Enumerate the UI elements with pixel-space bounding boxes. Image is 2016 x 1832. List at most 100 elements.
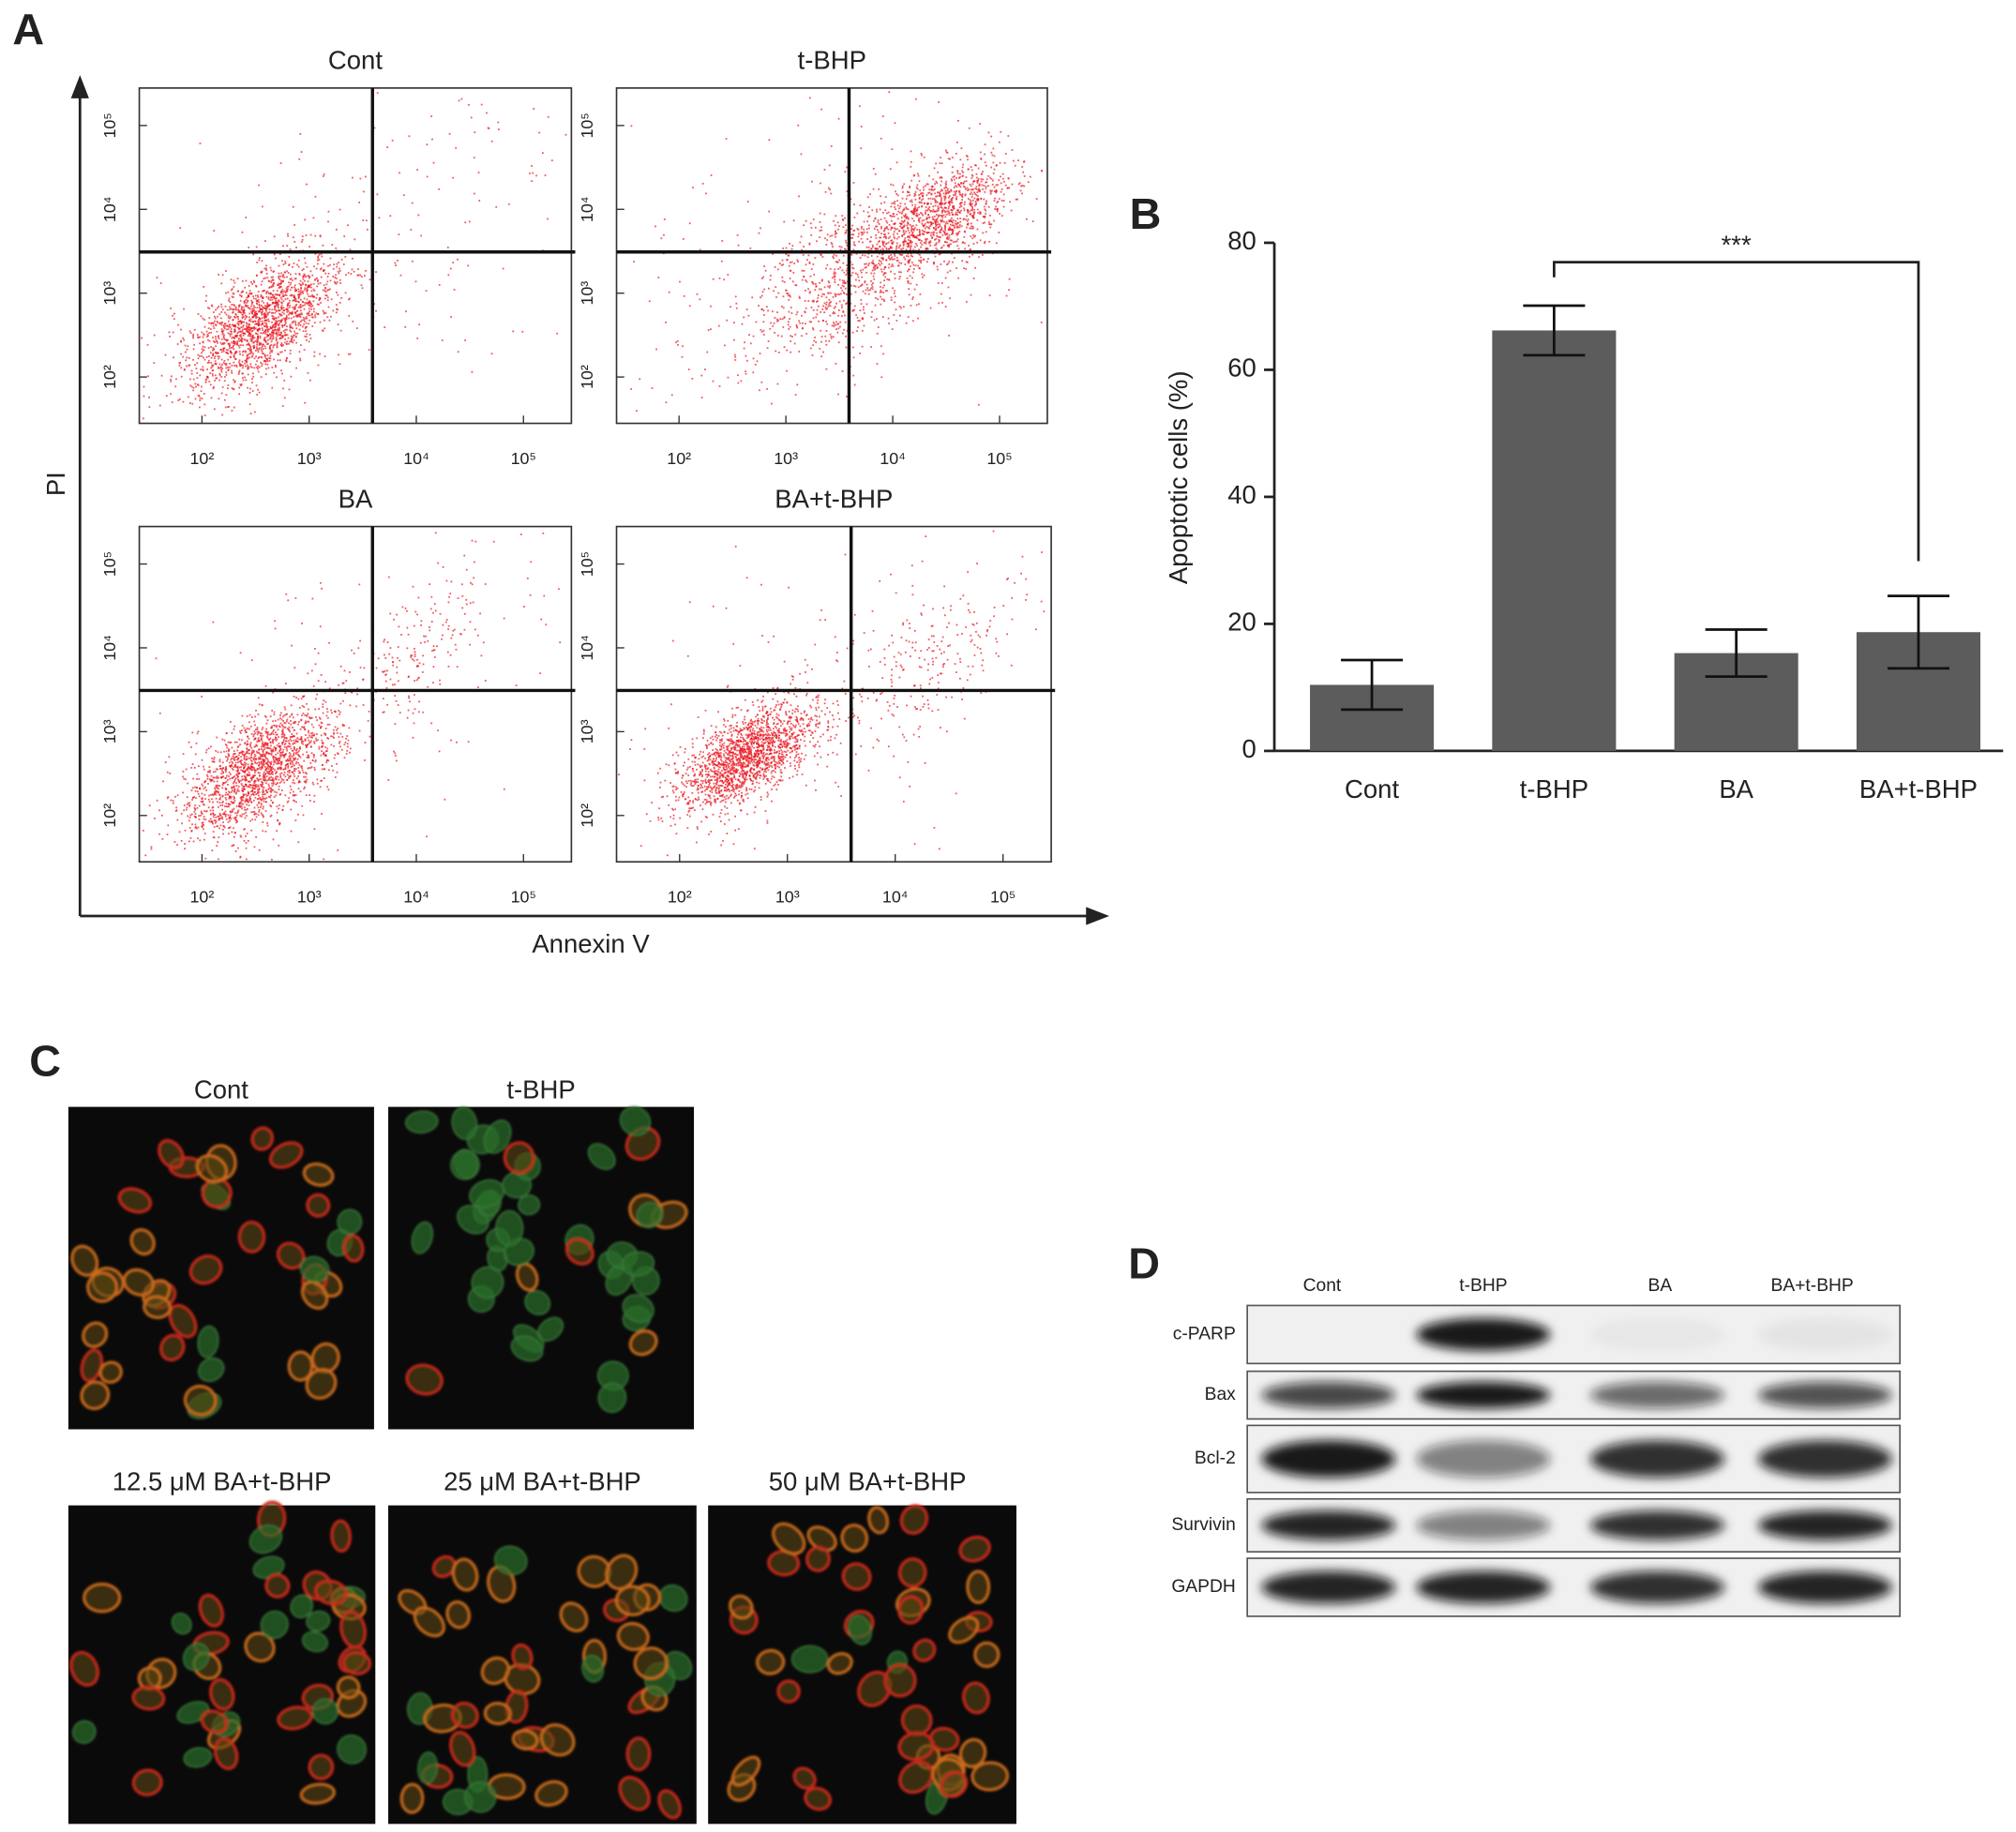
event-dot [956, 222, 958, 225]
event-dot [195, 368, 198, 369]
event-dot [257, 338, 259, 339]
event-dot [225, 750, 228, 753]
event-dot [312, 684, 315, 687]
event-dot [330, 298, 333, 301]
event-dot [974, 188, 977, 190]
event-dot [938, 253, 940, 256]
event-dot [289, 273, 292, 276]
event-dot [965, 188, 967, 190]
event-dot [734, 295, 737, 298]
event-dot [267, 752, 270, 755]
event-dot [781, 305, 783, 308]
event-dot [405, 310, 407, 313]
event-dot [246, 715, 248, 717]
event-dot [307, 280, 309, 283]
event-dot [895, 161, 898, 164]
event-dot [213, 814, 216, 817]
event-dot [241, 377, 244, 379]
event-dot [241, 316, 244, 319]
event-dot [804, 310, 806, 313]
event-dot [910, 252, 912, 255]
event-dot [222, 833, 224, 835]
event-dot [221, 322, 223, 323]
event-dot [820, 355, 823, 358]
event-dot [833, 323, 835, 325]
event-dot [930, 188, 933, 191]
event-dot [800, 153, 803, 156]
event-dot [217, 841, 219, 844]
event-dot [943, 187, 946, 189]
event-dot [231, 831, 233, 833]
event-dot [271, 349, 274, 352]
event-dot [346, 745, 349, 748]
event-dot [243, 839, 246, 842]
event-dot [273, 711, 276, 713]
event-dot [307, 312, 309, 315]
event-dot [934, 220, 936, 223]
event-dot [745, 372, 747, 375]
event-dot [229, 811, 232, 814]
event-dot [261, 327, 263, 329]
event-dot [845, 335, 847, 338]
event-dot [198, 395, 201, 398]
event-dot [358, 729, 361, 732]
event-dot [293, 284, 296, 287]
event-dot [959, 218, 962, 219]
event-dot [203, 810, 205, 812]
event-dot [339, 282, 341, 284]
event-dot [212, 809, 215, 812]
event-dot [822, 305, 824, 308]
event-dot [248, 335, 251, 338]
event-dot [272, 290, 275, 292]
event-dot [238, 335, 241, 337]
event-dot [881, 257, 884, 259]
event-dot [233, 279, 235, 282]
event-dot [776, 311, 778, 314]
event-dot [768, 287, 770, 290]
event-dot [290, 335, 293, 338]
event-dot [247, 763, 249, 766]
event-dot [316, 277, 318, 279]
event-dot [838, 278, 841, 281]
event-dot [965, 176, 968, 178]
event-dot [272, 301, 275, 304]
event-dot [1035, 198, 1038, 201]
event-dot [272, 777, 274, 780]
event-dot [201, 792, 203, 795]
event-dot [283, 726, 286, 728]
event-dot [797, 261, 799, 263]
event-dot [302, 268, 305, 270]
event-dot [725, 138, 728, 140]
event-dot [880, 225, 882, 228]
event-dot [375, 271, 377, 274]
event-dot [958, 191, 961, 194]
event-dot [707, 329, 710, 331]
event-dot [241, 360, 244, 363]
event-dot [872, 168, 875, 170]
event-dot [755, 321, 758, 323]
event-dot [192, 777, 195, 780]
event-dot [221, 386, 224, 388]
event-dot [255, 816, 258, 818]
event-dot [232, 769, 234, 771]
event-dot [219, 366, 222, 368]
event-dot [876, 363, 879, 365]
event-dot [987, 131, 990, 134]
event-dot [495, 205, 498, 208]
event-dot [877, 326, 880, 328]
event-dot [249, 321, 252, 323]
event-dot [284, 292, 287, 294]
event-dot [927, 214, 930, 216]
event-dot [211, 779, 214, 782]
event-dot [238, 386, 241, 389]
event-dot [302, 292, 304, 294]
event-dot [734, 359, 737, 361]
event-dot [262, 751, 264, 754]
event-dot [910, 201, 913, 203]
event-dot [984, 161, 986, 164]
event-dot [752, 335, 755, 338]
event-dot [964, 201, 966, 203]
event-dot [930, 232, 932, 234]
event-dot [238, 321, 240, 323]
event-dot [977, 178, 980, 180]
